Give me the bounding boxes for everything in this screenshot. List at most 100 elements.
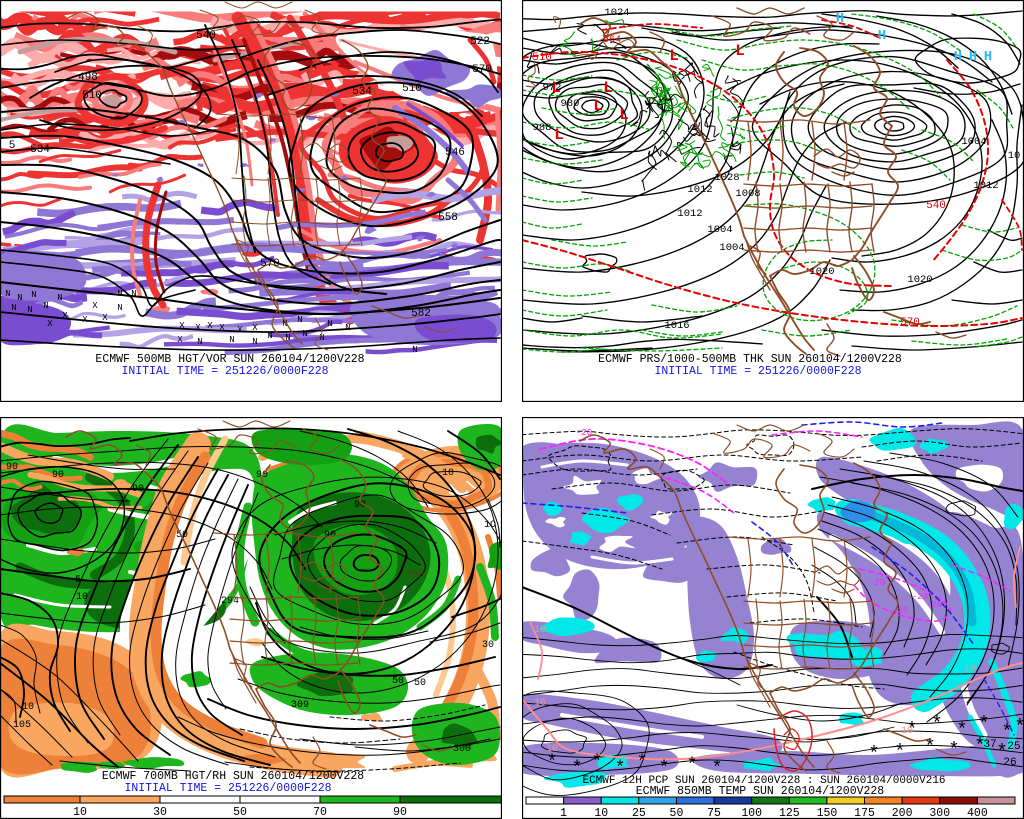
svg-text:L: L [669, 47, 679, 65]
svg-text:*: * [974, 735, 985, 757]
svg-text:N: N [252, 337, 257, 347]
svg-text:309: 309 [291, 700, 309, 711]
svg-text:260: 260 [406, 570, 424, 581]
svg-text:10: 10 [901, 726, 913, 737]
svg-text:X: X [62, 311, 68, 321]
svg-text:*: * [687, 756, 698, 776]
svg-text:X: X [237, 325, 243, 335]
svg-text:522: 522 [470, 36, 490, 48]
svg-text:1012: 1012 [973, 180, 998, 192]
svg-text:10: 10 [442, 468, 454, 479]
svg-text:10: 10 [534, 698, 546, 709]
svg-text:L: L [551, 79, 561, 97]
svg-text:510: 510 [402, 83, 422, 95]
svg-text:INITIAL TIME = 251226/0000F228: INITIAL TIME = 251226/0000F228 [121, 365, 328, 378]
svg-text:H: H [969, 49, 977, 65]
svg-text:90: 90 [354, 500, 366, 511]
svg-text:H: H [836, 11, 844, 27]
svg-text:400: 400 [967, 807, 988, 819]
svg-text:498: 498 [78, 72, 98, 84]
svg-text:105: 105 [13, 720, 31, 731]
svg-text:X: X [195, 323, 201, 333]
svg-text:*: * [592, 753, 603, 773]
svg-text:10: 10 [594, 807, 608, 819]
svg-text:*: * [996, 741, 1007, 763]
svg-text:ECMWF PRS/1000-500MB THK SUN 2: ECMWF PRS/1000-500MB THK SUN 260104/1200… [598, 353, 902, 366]
svg-text:X: X [252, 323, 258, 333]
svg-text:*: * [572, 759, 583, 779]
svg-text:X: X [92, 301, 98, 311]
svg-text:INITIAL TIME = 251226/0000F228: INITIAL TIME = 251226/0000F228 [654, 365, 861, 378]
svg-text:546: 546 [445, 147, 465, 159]
svg-text:N: N [327, 319, 332, 329]
svg-text:N: N [43, 301, 48, 311]
svg-text:300: 300 [929, 807, 950, 819]
svg-text:N: N [267, 331, 272, 341]
svg-text:1012: 1012 [677, 208, 702, 220]
svg-text:125: 125 [779, 807, 800, 819]
svg-text:25: 25 [1007, 741, 1020, 753]
svg-text:N: N [345, 323, 350, 333]
svg-text:30: 30 [153, 806, 167, 819]
svg-text:*: * [712, 759, 723, 779]
svg-text:5: 5 [75, 575, 81, 586]
svg-text:70: 70 [313, 806, 327, 819]
svg-text:X: X [207, 321, 213, 331]
svg-text:L: L [735, 42, 745, 60]
svg-text:H: H [954, 49, 962, 65]
svg-text:N: N [117, 289, 122, 299]
svg-text:1008: 1008 [735, 188, 760, 200]
svg-text:X: X [47, 319, 53, 329]
svg-text:972: 972 [543, 82, 562, 94]
svg-text:*: * [906, 719, 917, 741]
svg-text:26: 26 [1003, 757, 1016, 769]
svg-text:37: 37 [983, 739, 996, 751]
svg-text:5: 5 [9, 140, 16, 152]
svg-text:90: 90 [52, 470, 64, 481]
svg-text:L: L [554, 126, 564, 144]
svg-text:L: L [603, 79, 613, 97]
svg-text:1016: 1016 [664, 320, 689, 332]
svg-text:30: 30 [482, 640, 494, 651]
svg-text:300: 300 [453, 744, 471, 755]
svg-text:ECMWF 12H PCP SUN 260104/1200V: ECMWF 12H PCP SUN 260104/1200V228 : SUN … [582, 775, 945, 787]
svg-text:N: N [297, 315, 302, 325]
svg-text:N: N [285, 333, 290, 343]
svg-text:-20: -20 [912, 592, 928, 602]
svg-text:H: H [878, 28, 886, 44]
svg-text:*: * [868, 743, 879, 765]
svg-text:50: 50 [233, 806, 247, 819]
svg-text:*: * [637, 753, 648, 773]
svg-text:N: N [27, 305, 32, 315]
svg-text:1028: 1028 [714, 172, 739, 184]
svg-text:*: * [931, 713, 942, 735]
svg-text:980: 980 [561, 98, 580, 110]
svg-text:90: 90 [132, 484, 144, 495]
svg-text:ECMWF 500MB HGT/VOR SUN 260104: ECMWF 500MB HGT/VOR SUN 260104/1200V228 [95, 353, 364, 366]
svg-text:540: 540 [926, 200, 946, 212]
svg-text:200: 200 [892, 807, 913, 819]
svg-text:N: N [302, 329, 307, 339]
svg-text:175: 175 [854, 807, 875, 819]
svg-text:10: 10 [1008, 150, 1021, 162]
svg-text:*: * [956, 719, 967, 741]
svg-text:1020: 1020 [809, 266, 834, 278]
svg-text:N: N [319, 333, 324, 343]
svg-text:*: * [1014, 716, 1024, 738]
svg-text:ECMWF 850MB TEMP SUN 260104/12: ECMWF 850MB TEMP SUN 260104/1200V228 [636, 785, 885, 798]
svg-text:H: H [984, 49, 992, 65]
svg-text:N: N [412, 345, 417, 355]
svg-text:-20: -20 [576, 428, 592, 438]
svg-text:10: 10 [73, 806, 87, 819]
svg-text:294: 294 [221, 596, 239, 607]
svg-text:10: 10 [534, 625, 546, 636]
svg-text:50: 50 [414, 678, 426, 689]
svg-text:150: 150 [817, 807, 838, 819]
svg-text:1004: 1004 [707, 224, 732, 236]
svg-text:*: * [1001, 721, 1012, 743]
svg-text:1012: 1012 [687, 184, 712, 196]
svg-text:10: 10 [22, 702, 34, 713]
svg-text:1O: 1O [484, 520, 496, 531]
svg-text:N: N [282, 319, 287, 329]
svg-text:1: 1 [560, 807, 567, 819]
